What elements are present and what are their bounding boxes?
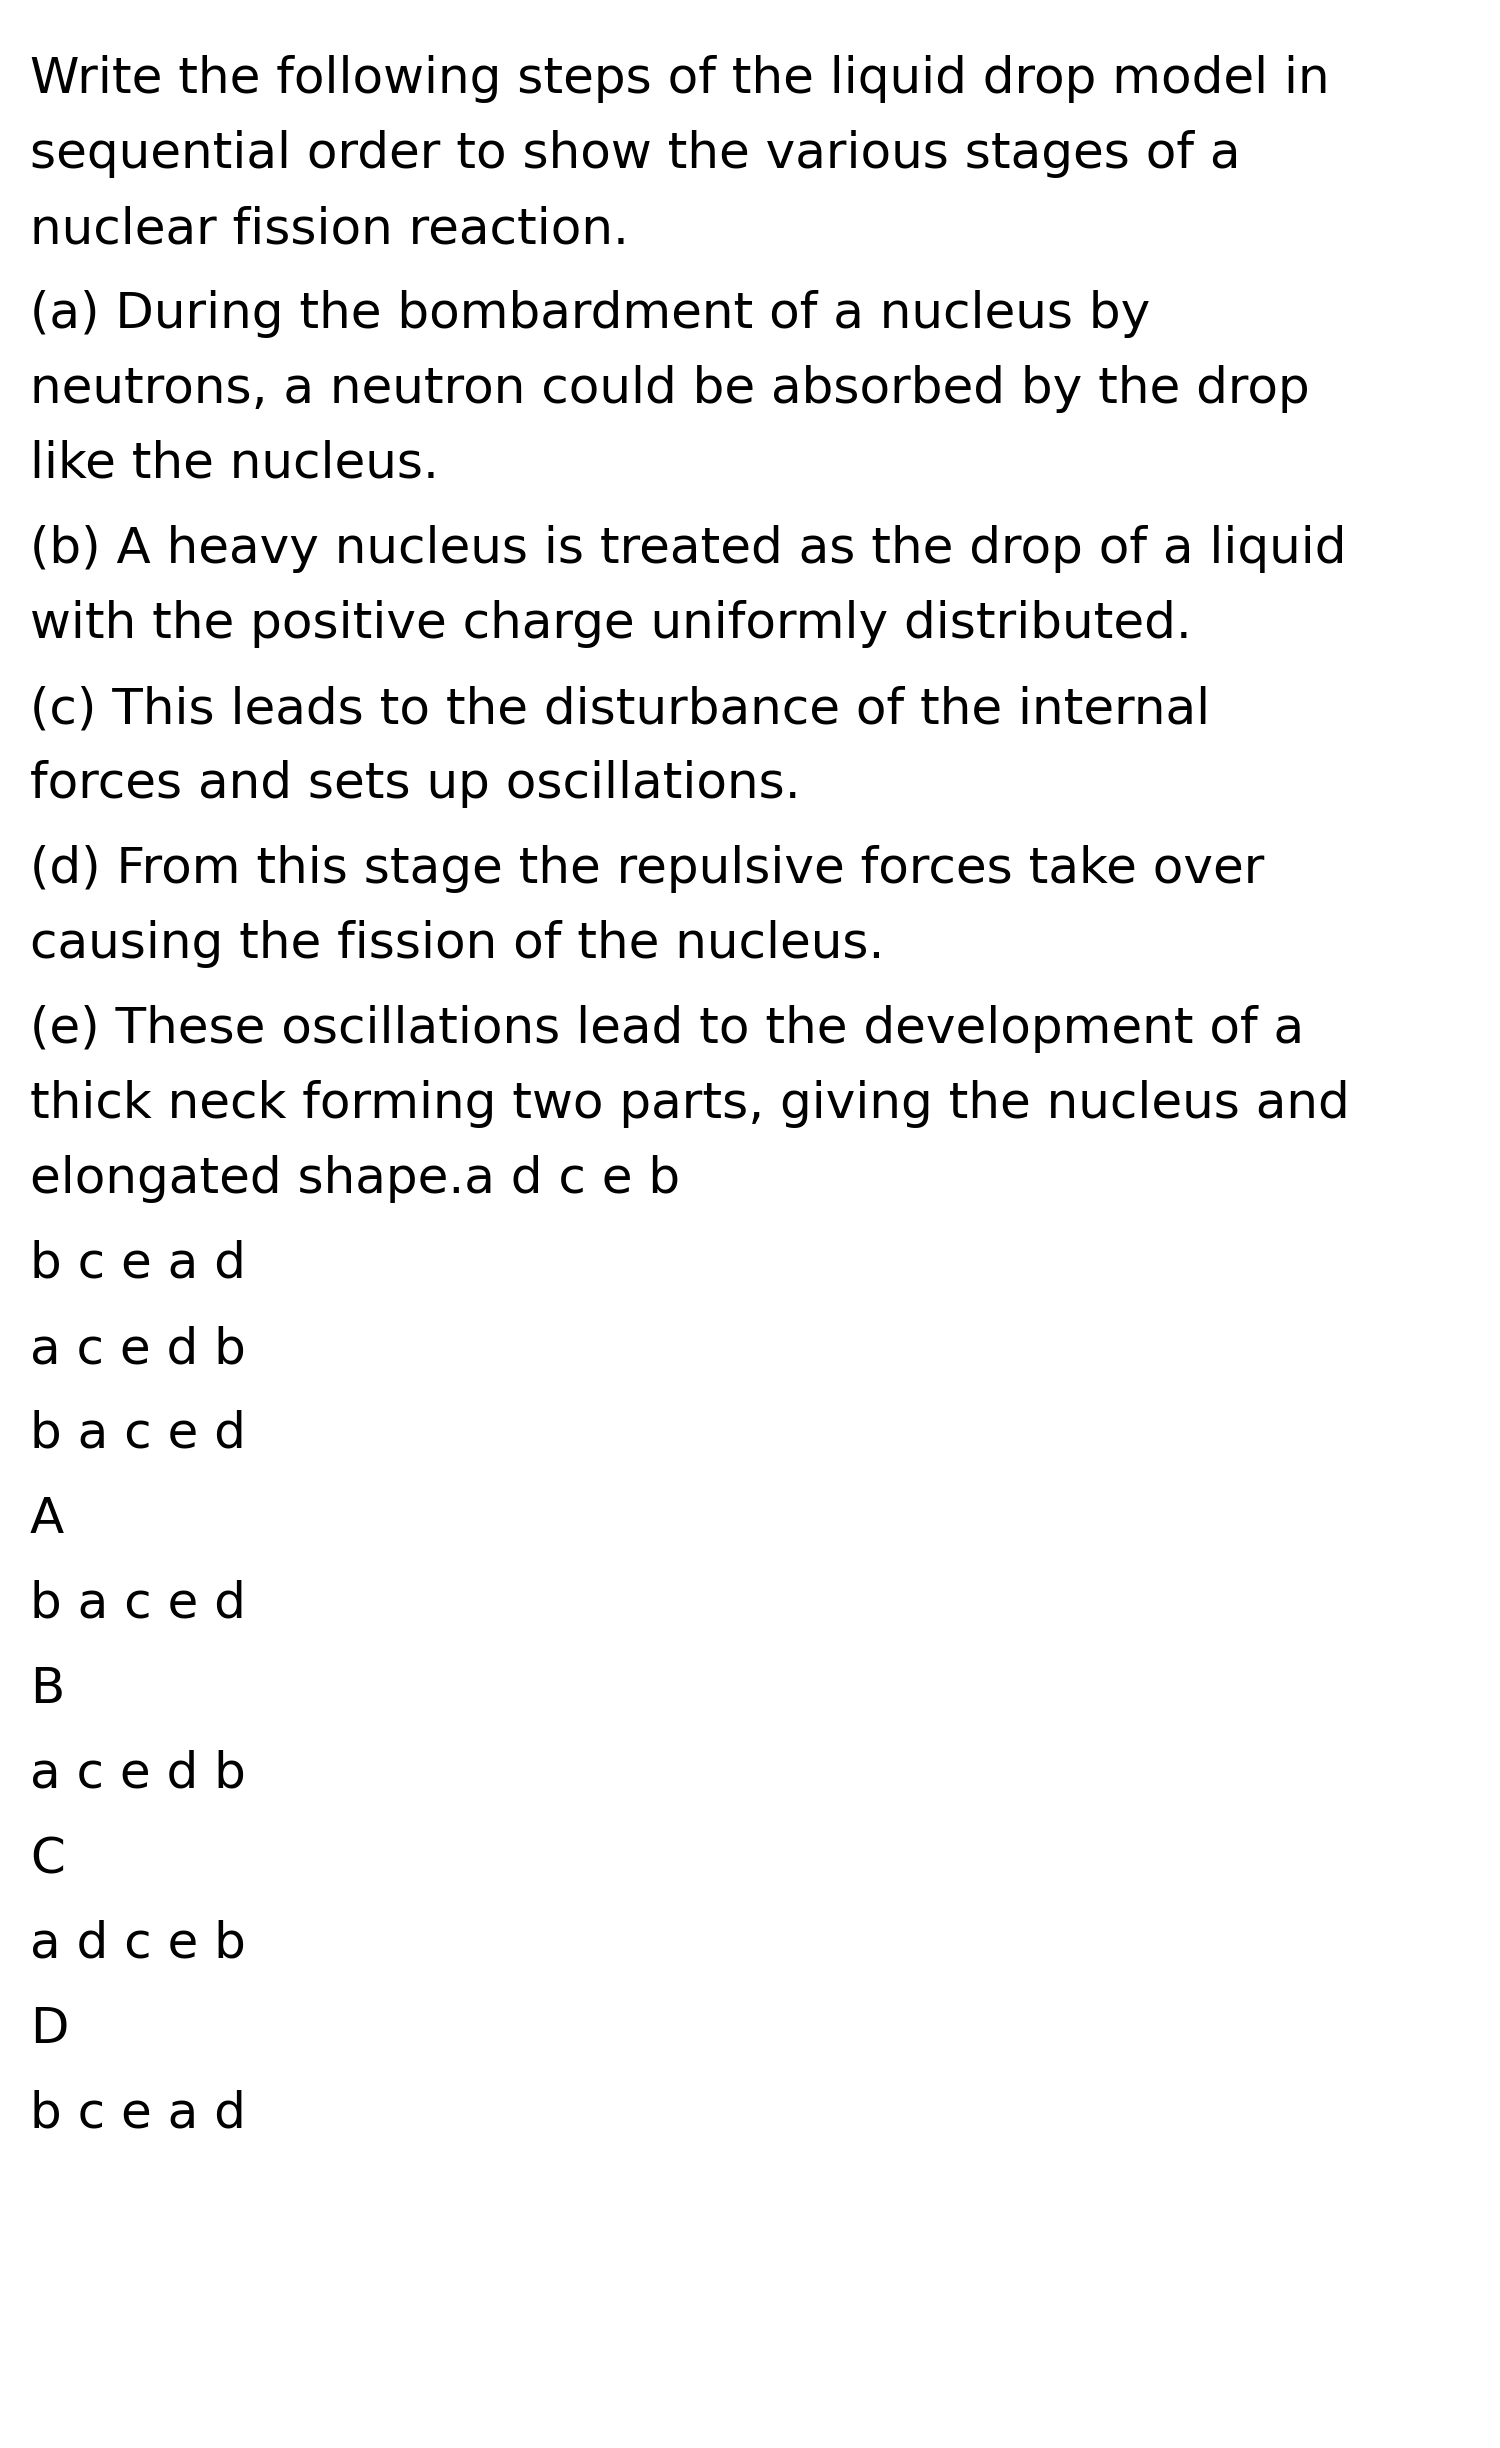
Text: sequential order to show the various stages of a: sequential order to show the various sta…: [30, 130, 1240, 179]
Text: forces and sets up oscillations.: forces and sets up oscillations.: [30, 759, 801, 808]
Text: b c e a d: b c e a d: [30, 1241, 246, 1288]
Text: A: A: [30, 1496, 64, 1542]
Text: neutrons, a neutron could be absorbed by the drop: neutrons, a neutron could be absorbed by…: [30, 365, 1310, 414]
Text: thick neck forming two parts, giving the nucleus and: thick neck forming two parts, giving the…: [30, 1080, 1350, 1129]
Text: with the positive charge uniformly distributed.: with the positive charge uniformly distr…: [30, 600, 1191, 649]
Text: causing the fission of the nucleus.: causing the fission of the nucleus.: [30, 920, 885, 967]
Text: (d) From this stage the repulsive forces take over: (d) From this stage the repulsive forces…: [30, 845, 1264, 894]
Text: D: D: [30, 2005, 69, 2054]
Text: (e) These oscillations lead to the development of a: (e) These oscillations lead to the devel…: [30, 1006, 1304, 1053]
Text: elongated shape.a d c e b: elongated shape.a d c e b: [30, 1155, 680, 1202]
Text: a c e d b: a c e d b: [30, 1750, 246, 1797]
Text: Write the following steps of the liquid drop model in: Write the following steps of the liquid …: [30, 54, 1329, 103]
Text: (a) During the bombardment of a nucleus by: (a) During the bombardment of a nucleus …: [30, 289, 1150, 338]
Text: b a c e d: b a c e d: [30, 1410, 246, 1459]
Text: nuclear fission reaction.: nuclear fission reaction.: [30, 206, 628, 252]
Text: b c e a d: b c e a d: [30, 2091, 246, 2137]
Text: like the nucleus.: like the nucleus.: [30, 441, 439, 487]
Text: (c) This leads to the disturbance of the internal: (c) This leads to the disturbance of the…: [30, 685, 1210, 732]
Text: C: C: [30, 1836, 64, 1883]
Text: a c e d b: a c e d b: [30, 1324, 246, 1373]
Text: a d c e b: a d c e b: [30, 1919, 246, 1968]
Text: (b) A heavy nucleus is treated as the drop of a liquid: (b) A heavy nucleus is treated as the dr…: [30, 524, 1347, 573]
Text: B: B: [30, 1665, 64, 1714]
Text: b a c e d: b a c e d: [30, 1579, 246, 1628]
